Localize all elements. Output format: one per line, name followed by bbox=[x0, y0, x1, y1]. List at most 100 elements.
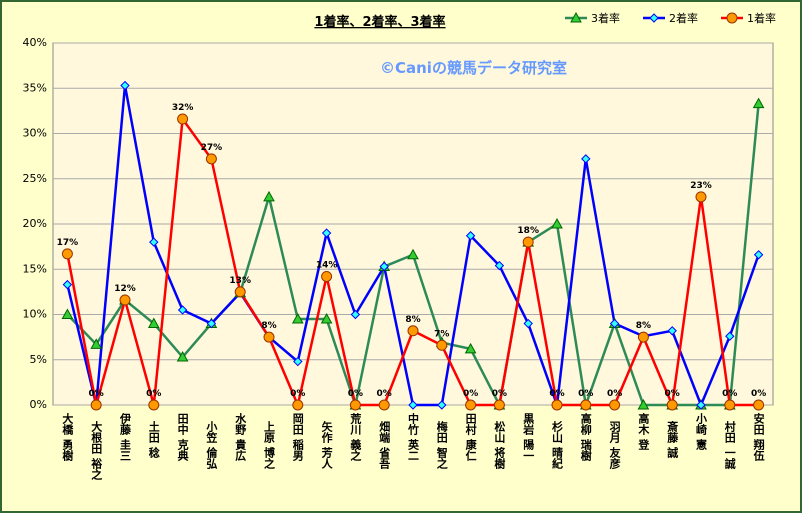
legend-label: 3着率 bbox=[591, 11, 620, 25]
data-label: 8% bbox=[636, 321, 651, 331]
point bbox=[90, 399, 102, 411]
point bbox=[465, 399, 477, 411]
point bbox=[293, 356, 303, 367]
point bbox=[61, 308, 74, 319]
data-label: 0% bbox=[463, 389, 478, 399]
point bbox=[349, 399, 361, 411]
point bbox=[408, 400, 418, 410]
point bbox=[725, 331, 735, 341]
point bbox=[609, 318, 620, 329]
point bbox=[149, 237, 159, 247]
x-tick-label: 小笠 倫弘 bbox=[205, 420, 219, 470]
point bbox=[551, 217, 563, 229]
chart-title: 1着率、2着率、3着率 bbox=[314, 14, 445, 30]
point bbox=[177, 113, 189, 125]
x-tick-label: 羽月 友彦 bbox=[608, 421, 622, 470]
y-tick-label: 30% bbox=[23, 127, 47, 140]
x-tick-label: 田中 克典 bbox=[176, 413, 189, 462]
point bbox=[176, 351, 189, 362]
x-tick-label: 梅田 智之 bbox=[435, 420, 448, 470]
x-tick-label: 矢作 芳人 bbox=[320, 420, 333, 469]
data-label: 0% bbox=[722, 389, 737, 399]
y-tick-label: 40% bbox=[23, 36, 47, 49]
point bbox=[724, 399, 736, 411]
x-tick-label: 畑端 省吾 bbox=[378, 421, 392, 470]
point bbox=[493, 399, 505, 411]
data-label: 18% bbox=[517, 226, 539, 236]
point bbox=[379, 261, 389, 272]
x-tick-label: 安田 翔伍 bbox=[752, 412, 766, 462]
data-label: 13% bbox=[229, 276, 251, 286]
data-label: 0% bbox=[607, 389, 622, 399]
point bbox=[464, 342, 477, 354]
data-label: 8% bbox=[405, 315, 420, 325]
data-label: 0% bbox=[578, 389, 593, 399]
data-label: 27% bbox=[201, 143, 223, 153]
legend-marker bbox=[726, 12, 738, 24]
point bbox=[61, 248, 73, 260]
legend-marker bbox=[570, 11, 582, 23]
data-label: 32% bbox=[172, 103, 194, 113]
point bbox=[291, 312, 304, 324]
x-tick-label: 土田 稔 bbox=[147, 420, 160, 459]
point bbox=[695, 191, 707, 203]
point bbox=[436, 339, 448, 351]
x-tick-label: 斎藤 誠 bbox=[666, 420, 679, 459]
x-tick-label: 高柳 瑞樹 bbox=[579, 412, 592, 462]
point bbox=[637, 398, 650, 410]
x-tick-label: 田村 康仁 bbox=[464, 413, 477, 462]
point bbox=[148, 399, 160, 411]
point bbox=[753, 399, 765, 411]
y-tick-label: 35% bbox=[23, 81, 47, 94]
x-tick-label: 村田 一誠 bbox=[723, 420, 736, 470]
data-label: 0% bbox=[290, 389, 305, 399]
x-tick-label: 大根田 裕之 bbox=[90, 420, 104, 481]
point bbox=[321, 270, 333, 282]
x-tick-label: 黒岩 陽一 bbox=[522, 413, 536, 461]
x-tick-label: 大橋 勇樹 bbox=[61, 412, 74, 462]
annotation: ©Caniの競馬データ研究室 bbox=[380, 59, 567, 77]
point bbox=[753, 250, 764, 260]
point bbox=[234, 286, 246, 298]
point bbox=[120, 80, 130, 91]
point bbox=[407, 325, 419, 337]
point bbox=[437, 400, 447, 410]
point bbox=[263, 190, 275, 202]
point bbox=[523, 318, 533, 329]
data-label: 12% bbox=[114, 284, 136, 294]
x-tick-label: 伊藤 圭三 bbox=[119, 412, 133, 461]
data-label: 0% bbox=[146, 389, 161, 399]
point bbox=[637, 331, 649, 343]
data-label: 14% bbox=[316, 260, 338, 270]
data-label: 23% bbox=[690, 181, 712, 191]
x-tick-label: 岡田 稲男 bbox=[291, 413, 304, 462]
point bbox=[119, 294, 131, 306]
data-label: 0% bbox=[665, 389, 680, 399]
point bbox=[581, 154, 591, 164]
point bbox=[206, 318, 217, 329]
x-tick-label: 中竹 英二 bbox=[407, 412, 421, 461]
point bbox=[551, 399, 563, 411]
y-tick-label: 20% bbox=[23, 217, 47, 230]
point bbox=[90, 338, 103, 349]
point bbox=[696, 400, 706, 410]
point bbox=[666, 399, 678, 411]
point bbox=[609, 399, 621, 411]
data-label: 0% bbox=[549, 389, 564, 399]
point bbox=[752, 97, 765, 109]
legend-label: 2着率 bbox=[669, 11, 698, 25]
point bbox=[205, 153, 217, 165]
data-label: 7% bbox=[434, 329, 449, 339]
point bbox=[465, 231, 476, 241]
data-label: 8% bbox=[261, 321, 276, 331]
y-tick-label: 5% bbox=[30, 353, 47, 366]
data-label: 0% bbox=[492, 389, 507, 399]
point bbox=[350, 309, 361, 320]
point bbox=[580, 399, 592, 411]
legend-marker bbox=[649, 13, 659, 23]
point bbox=[177, 305, 188, 315]
point bbox=[62, 279, 73, 290]
x-tick-label: 高木 登 bbox=[637, 412, 651, 450]
y-tick-label: 0% bbox=[30, 398, 47, 411]
